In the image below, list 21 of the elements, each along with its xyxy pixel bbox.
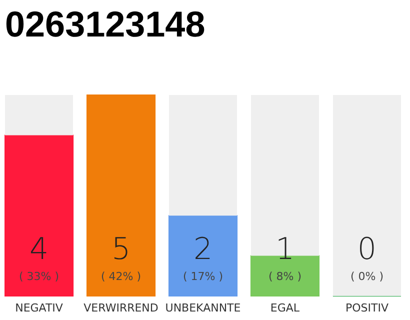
annotation: ( 0% ) xyxy=(350,270,384,283)
data-label: 0 xyxy=(357,232,377,267)
x-tick-label: VERWIRREND xyxy=(84,302,158,314)
bar xyxy=(168,215,238,296)
x-tick-label: NEGATIV xyxy=(15,302,64,314)
bar xyxy=(86,94,156,296)
bar xyxy=(4,134,74,296)
annotation: ( 8% ) xyxy=(268,270,302,283)
bar xyxy=(5,95,74,136)
x-tick-label: EGAL xyxy=(270,302,300,314)
data-label: 4 xyxy=(29,232,49,267)
x-tick-label: UNBEKANNTE xyxy=(165,302,241,314)
bar xyxy=(168,95,238,216)
bar xyxy=(332,95,401,296)
data-label: 5 xyxy=(111,232,131,267)
data-label: 2 xyxy=(193,232,213,267)
x-tick-label: POSITIV xyxy=(345,302,389,314)
annotation: ( 17% ) xyxy=(182,270,224,283)
annotation: ( 42% ) xyxy=(100,270,142,283)
annotation: ( 33% ) xyxy=(19,270,60,283)
chart-title: 0263123148 xyxy=(5,4,206,44)
